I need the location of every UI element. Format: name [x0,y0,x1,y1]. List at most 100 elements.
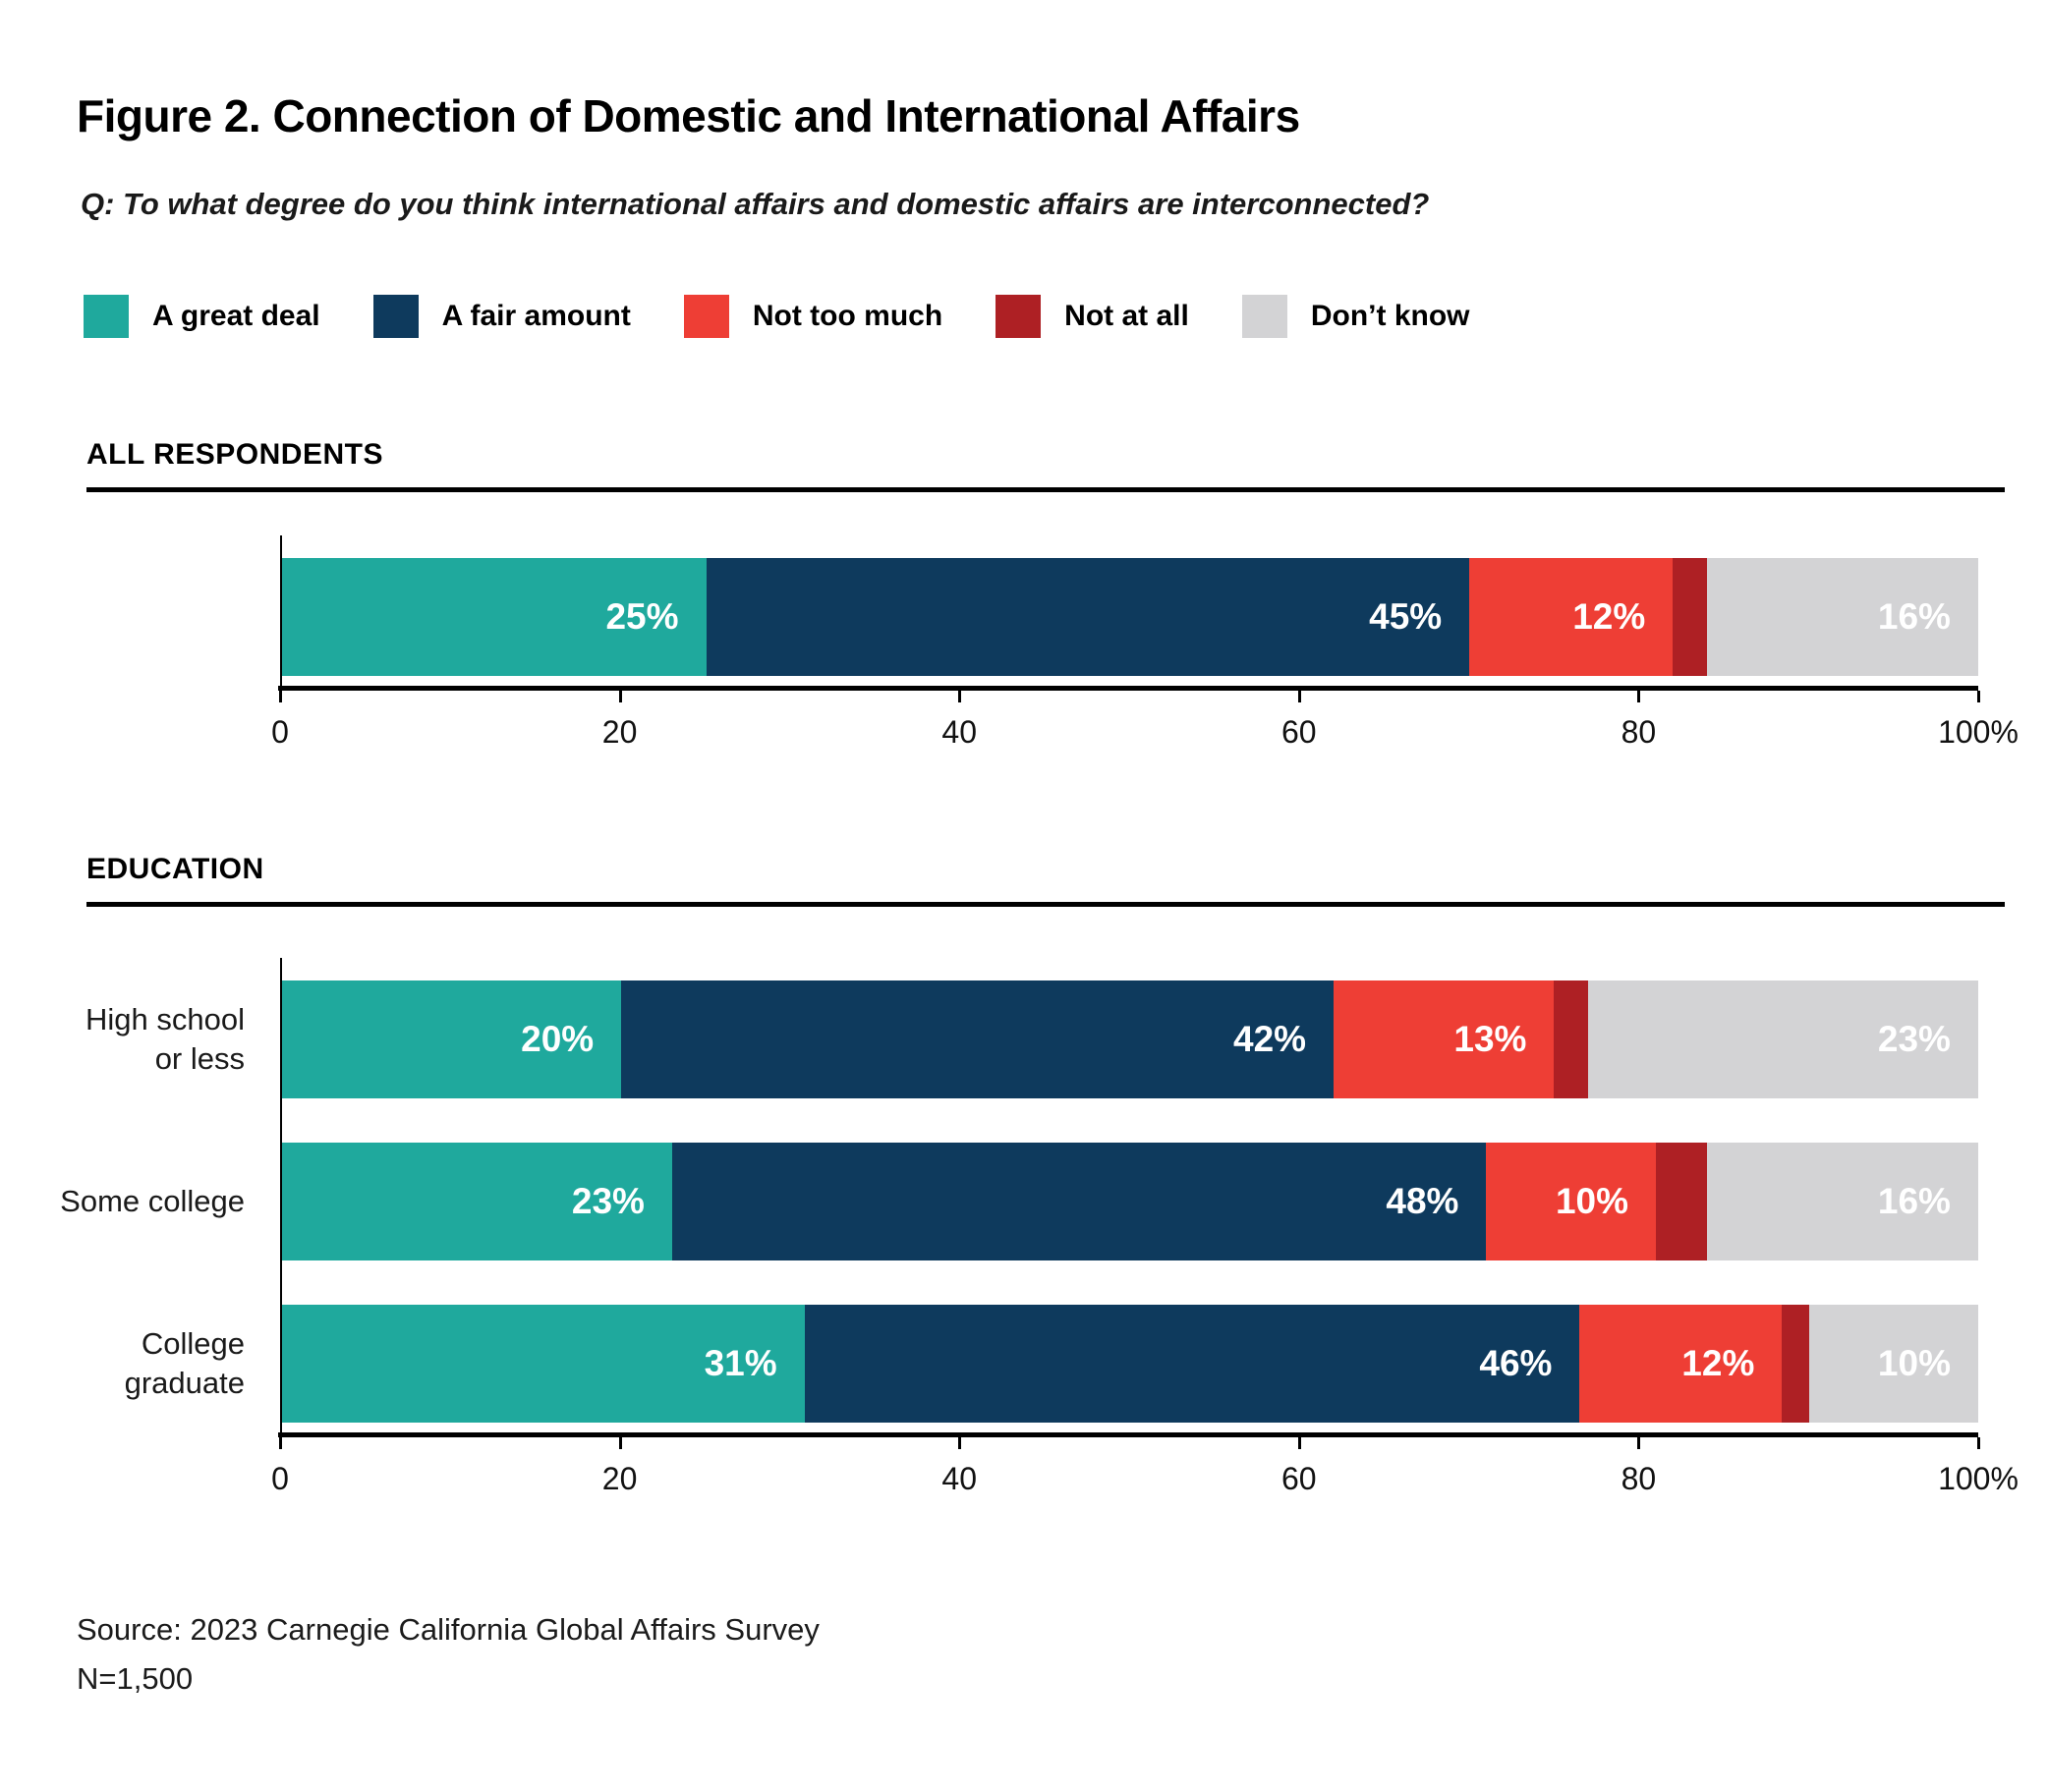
segment-value-label: 45% [1369,596,1443,637]
chart-all-respondents: 25% 45% 12% 16% 0 20 40 60 80 100% [271,535,2019,769]
segment-value-label: 31% [704,1343,777,1383]
x-axis-tick-label: 20 [601,714,638,750]
category-label-line: or less [154,1041,245,1076]
legend-swatch-a-fair-amount [372,295,419,338]
bar-segment-a-great-deal: 25% [282,558,707,676]
segment-value-label: 16% [1877,596,1951,637]
segment-value-label: 20% [521,1019,595,1059]
legend-swatch-a-great-deal [84,295,129,338]
sample-size: N=1,500 [77,1661,194,1696]
source-line: Source: 2023 Carnegie California Global … [77,1612,820,1647]
x-axis-tick-label: 80 [1621,714,1657,750]
bar-row-all-respondents: 25% 45% 12% 16% [282,558,1978,676]
legend-label: A great deal [152,300,320,332]
section-header: ALL RESPONDENTS [86,438,383,471]
x-axis-tick-label: 100% [1938,1461,2019,1496]
segment-value-label: 46% [1479,1343,1553,1383]
legend-label: A fair amount [441,300,631,332]
bar-segment-not-at-all [1554,980,1588,1098]
legend-item-don-t-know: Don’t know [1241,295,1470,338]
category-label-college-graduate: College graduate [125,1305,245,1423]
bar-segment-not-at-all [1673,558,1707,676]
segment-value-label: 16% [1877,1181,1951,1221]
chart-education: 20% 42% 13% 23% High school or less 23% 48% 10% 1… [60,958,2019,1516]
bar-segment-a-great-deal: 20% [282,980,622,1098]
legend-item-a-great-deal: A great deal [84,295,320,338]
segment-value-label: 10% [1555,1181,1629,1221]
x-axis-tick [1297,1437,1301,1449]
x-axis-tick [1637,1437,1641,1449]
bar-segment-a-great-deal: 31% [282,1305,805,1423]
x-axis-tick [1637,691,1641,702]
section-rule [86,487,2005,492]
legend-swatch-don-t-know [1241,295,1287,338]
category-label-line: College [141,1326,245,1361]
x-axis-tick [618,1437,622,1449]
bar-segment-don-t-know: 16% [1706,558,1978,676]
section-all-respondents: ALL RESPONDENTS [86,438,2005,492]
bar-segment-a-fair-amount: 48% [671,1143,1487,1260]
x-axis-line [278,1432,1978,1437]
x-axis-tick-label: 20 [601,1461,638,1496]
bar-segment-not-at-all [1656,1143,1707,1260]
legend: A great deal A fair amount Not too much Not… [84,295,1470,338]
bar-segment-not-at-all [1782,1305,1810,1423]
x-axis-tick [1297,691,1301,702]
x-axis-tick [1977,1437,1980,1449]
segment-value-label: 25% [605,596,679,637]
bar-segment-don-t-know: 16% [1706,1143,1978,1260]
legend-swatch-not-too-much [683,295,729,338]
bar-row-some-college: 23% 48% 10% 16% [282,1143,1978,1260]
figure-title: Figure 2. Connection of Domestic and Int… [77,89,1300,141]
section-rule [86,902,2005,907]
bar-row-college-graduate: 31% 46% 12% 10% [282,1305,1978,1423]
bar-row-high-school-or-less: 20% 42% 13% 23% [282,980,1978,1098]
survey-question: Q: To what degree do you think internati… [81,187,1430,221]
bar-segment-not-too-much: 12% [1469,558,1674,676]
x-axis-line [278,686,1978,691]
plot-area: 25% 45% 12% 16% [280,535,1978,686]
segment-value-label: 23% [571,1181,645,1221]
legend-label: Not at all [1064,300,1189,332]
x-axis-tick [279,1437,282,1449]
bar-segment-a-fair-amount: 46% [804,1305,1580,1423]
x-axis-ticks: 0 20 40 60 80 100% [271,1437,2019,1516]
bar-segment-a-fair-amount: 42% [621,980,1335,1098]
bar-segment-not-too-much: 13% [1334,980,1555,1098]
bar-segment-a-fair-amount: 45% [706,558,1470,676]
x-axis-tick [958,691,962,702]
bar-segment-not-too-much: 10% [1486,1143,1657,1260]
segment-value-label: 23% [1877,1019,1951,1059]
category-label-high-school-or-less: High school or less [85,980,245,1098]
category-label-line: High school [85,1002,245,1036]
x-axis-tick [618,691,622,702]
legend-label: Don’t know [1310,300,1470,332]
source-note: Source: 2023 Carnegie California Global … [77,1605,820,1704]
x-axis-tick [1977,691,1980,702]
segment-value-label: 42% [1233,1019,1307,1059]
bar-segment-don-t-know: 10% [1809,1305,1978,1423]
segment-value-label: 48% [1386,1181,1459,1221]
x-axis-tick-label: 40 [941,714,977,750]
plot-area: 20% 42% 13% 23% High school or less 23% 48% 10% 1… [60,958,1978,1432]
x-axis-tick-label: 100% [1938,714,2019,750]
legend-item-not-too-much: Not too much [683,295,943,338]
category-label-line: graduate [124,1366,245,1400]
x-axis-tick [958,1437,962,1449]
x-axis-tick [279,691,282,702]
bar-segment-don-t-know: 23% [1587,980,1978,1098]
legend-label: Not too much [752,300,943,332]
legend-item-not-at-all: Not at all [996,295,1189,338]
category-label-some-college: Some college [60,1143,245,1260]
segment-value-label: 12% [1681,1343,1755,1383]
legend-swatch-not-at-all [996,295,1042,338]
section-education: EDUCATION [86,853,2005,907]
x-axis-tick-label: 0 [271,714,289,750]
bar-segment-not-too-much: 12% [1579,1305,1783,1423]
x-axis-tick-label: 40 [941,1461,977,1496]
x-axis-tick-label: 80 [1621,1461,1657,1496]
section-header: EDUCATION [86,853,264,885]
segment-value-label: 12% [1572,596,1646,637]
category-label-line: Some college [60,1184,245,1218]
